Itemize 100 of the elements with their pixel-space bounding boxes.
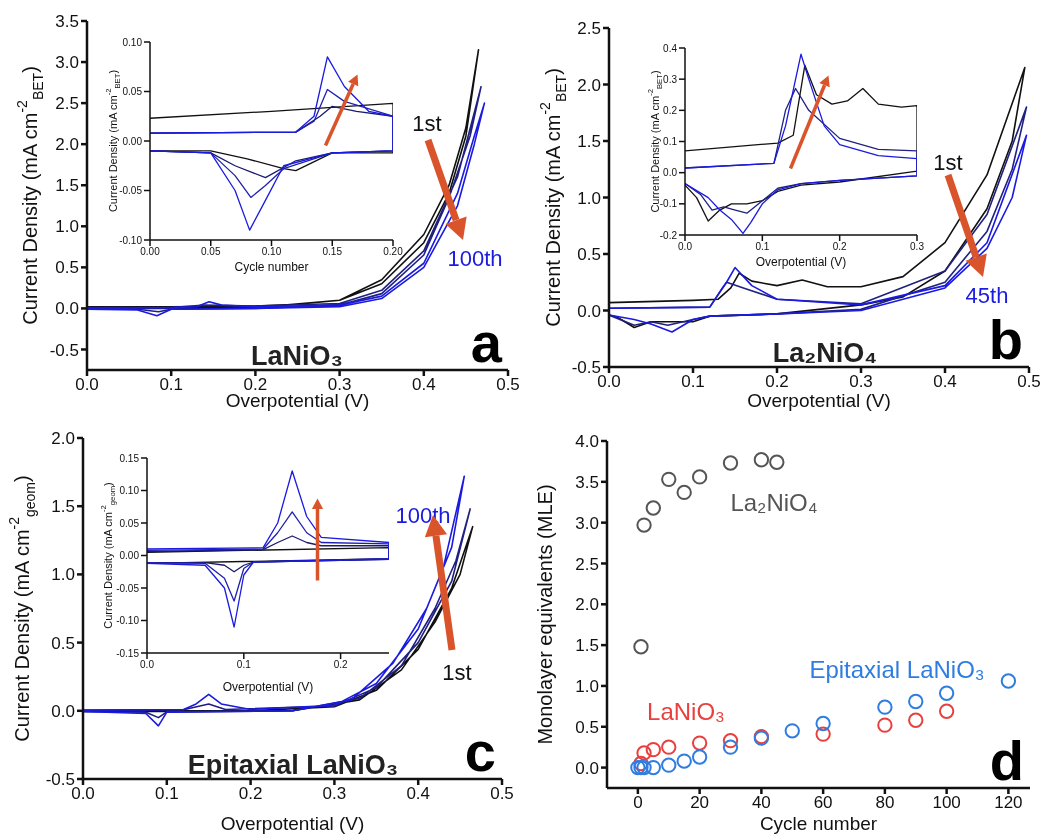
x-tick-label: 0 (633, 793, 643, 813)
series-label: La₂NiO₄ (730, 489, 818, 516)
y-tick-label: 1.0 (51, 565, 75, 585)
y-tick-label: 2.0 (575, 595, 599, 615)
x-tick-label: 0.1 (755, 241, 770, 253)
x-tick-label: 0.0 (597, 372, 621, 392)
x-tick-label: 0.0 (140, 659, 155, 671)
y-tick-label: 0.4 (663, 42, 678, 54)
y-tick-label: 1.5 (51, 497, 75, 517)
y-tick-label: -0.10 (119, 234, 143, 246)
x-tick-label: 0.0 (678, 241, 693, 253)
series-label: LaNiO₃ (647, 698, 725, 725)
y-tick-label: 0.5 (575, 717, 599, 737)
y-tick-label: 0.0 (51, 701, 75, 721)
x-tick-label: 0.4 (933, 372, 957, 392)
series-label: Epitaxial LaNiO₃ (809, 656, 985, 683)
y-tick-label: 0.0 (575, 758, 599, 778)
x-tick-label: 0.10 (261, 246, 282, 258)
y-tick-label: 4.0 (575, 432, 599, 452)
y-tick-label: 0.1 (663, 136, 678, 148)
y-tick-label: 0.05 (119, 517, 140, 529)
x-axis-title: Overpotential (V) (222, 680, 314, 694)
y-tick-label: -0.05 (119, 185, 143, 197)
y-tick-label: 0.3 (663, 73, 678, 85)
x-tick-label: 40 (751, 793, 771, 813)
x-axis-title: Cycle number (234, 260, 309, 274)
annotation: d (989, 729, 1024, 792)
x-axis-title: Overpotential (V) (755, 255, 847, 269)
annotation: 100th (447, 245, 503, 271)
annotation: a (470, 311, 503, 374)
x-tick-label: 0.0 (75, 375, 99, 395)
y-tick-label: 2.5 (575, 554, 599, 574)
x-tick-label: 0.0 (71, 784, 95, 804)
x-tick-label: 0.2 (333, 659, 348, 671)
x-tick-label: 0.1 (159, 375, 184, 395)
x-tick-label: 0.1 (681, 372, 705, 392)
annotation: La₂NiO₄ (772, 338, 878, 368)
y-tick-label: 1.5 (575, 636, 599, 656)
x-tick-label: 0.2 (832, 241, 848, 253)
y-tick-label: 0.0 (577, 301, 601, 321)
y-tick-label: 0.00 (119, 550, 140, 562)
y-tick-label: 0.2 (663, 104, 678, 116)
x-tick-label: 0.2 (765, 372, 789, 392)
y-tick-label: 1.5 (55, 176, 79, 196)
y-tick-label: 1.0 (55, 217, 79, 237)
x-tick-label: 0.20 (383, 246, 404, 258)
x-axis-title: Overpotential (V) (220, 813, 365, 834)
y-tick-label: 0.0 (55, 299, 79, 319)
x-tick-label: 0.05 (201, 246, 221, 258)
y-tick-label: 2.0 (577, 75, 601, 95)
y-tick-label: 2.5 (55, 94, 79, 114)
y-tick-label: 3.0 (55, 53, 79, 73)
x-tick-label: 0.3 (849, 372, 873, 392)
x-tick-label: 100 (932, 793, 961, 813)
x-tick-label: 0.5 (1017, 372, 1041, 392)
y-tick-label: -0.1 (659, 198, 678, 210)
x-tick-label: 0.3 (910, 241, 925, 253)
y-tick-label: 0.10 (119, 485, 140, 497)
y-tick-label: 1.0 (575, 676, 599, 696)
annotation: LaNiO₃ (251, 341, 343, 371)
x-tick-label: 0.2 (238, 784, 263, 804)
x-axis-title: Cycle number (759, 813, 878, 834)
y-tick-label: 2.0 (55, 135, 79, 155)
annotation: 1st (412, 110, 442, 136)
annotation: 100th (395, 502, 451, 528)
y-tick-label: 0.00 (122, 135, 143, 147)
y-tick-label: 0.05 (122, 86, 143, 98)
y-tick-label: 3.0 (575, 513, 599, 533)
annotation: 1st (933, 149, 963, 175)
x-tick-label: 0.00 (140, 246, 161, 258)
y-tick-label: 0.10 (122, 36, 143, 48)
x-tick-label: 0.4 (406, 784, 431, 804)
annotation: b (988, 308, 1023, 371)
x-tick-label: 20 (690, 793, 710, 813)
x-tick-label: 0.4 (411, 375, 436, 395)
x-tick-label: 0.5 (490, 784, 514, 804)
x-tick-label: 0.15 (322, 246, 343, 258)
y-tick-label: 2.0 (51, 429, 75, 449)
x-axis-title: Overpotential (V) (747, 390, 891, 411)
y-tick-label: -0.05 (116, 582, 140, 594)
y-axis-title: Monolayer equivalents (MLE) (534, 484, 556, 745)
y-tick-label: -0.2 (659, 229, 678, 241)
y-tick-label: 2.5 (577, 19, 601, 39)
x-tick-label: 0.1 (154, 784, 179, 804)
y-tick-label: 0.5 (51, 633, 75, 653)
y-tick-label: 1.5 (577, 132, 601, 152)
x-tick-label: 0.3 (322, 784, 347, 804)
x-tick-label: 80 (875, 793, 895, 813)
annotation: c (464, 720, 496, 783)
annotation: Epitaxial LaNiO₃ (187, 750, 399, 780)
x-tick-label: 120 (994, 793, 1023, 813)
x-tick-label: 0.1 (236, 659, 252, 671)
y-tick-label: 0.0 (663, 167, 678, 179)
y-tick-label: 1.0 (577, 188, 601, 208)
y-tick-label: 3.5 (55, 12, 79, 32)
y-tick-label: 0.15 (119, 452, 140, 464)
annotation: 45th (965, 282, 1009, 308)
x-tick-label: 0.5 (496, 375, 520, 395)
y-tick-label: -0.15 (116, 647, 140, 659)
y-tick-label: 3.5 (575, 472, 599, 492)
